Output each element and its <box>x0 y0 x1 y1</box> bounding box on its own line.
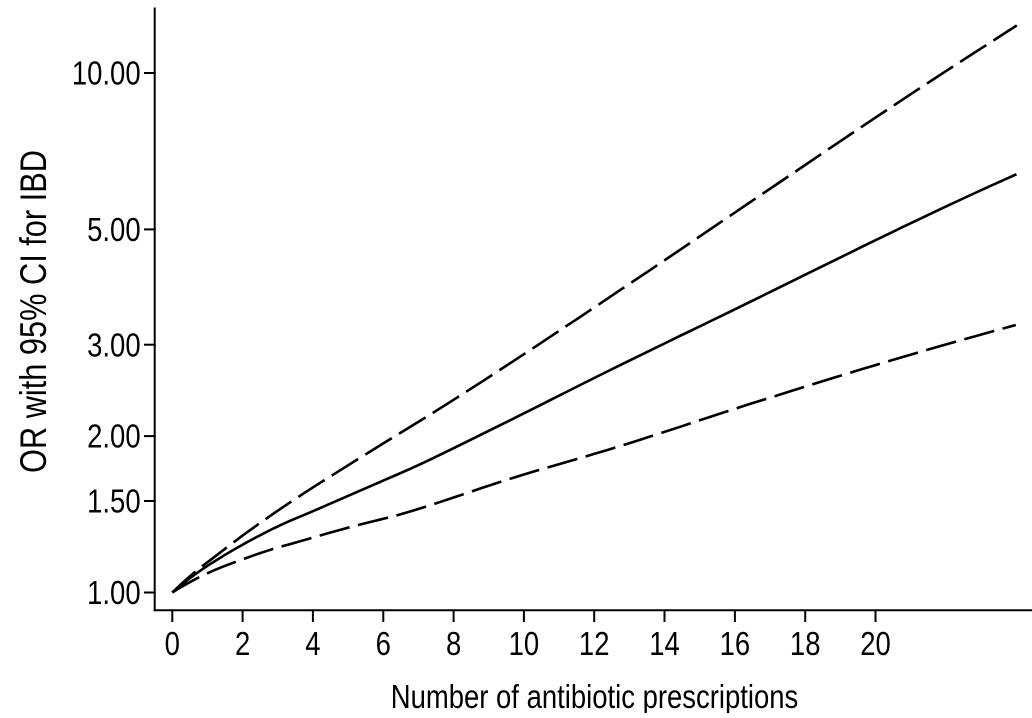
svg-text:4: 4 <box>305 625 320 662</box>
svg-text:14: 14 <box>649 625 680 662</box>
svg-text:1.50: 1.50 <box>87 483 140 520</box>
svg-text:Number of antibiotic prescript: Number of antibiotic prescriptions <box>391 678 799 713</box>
svg-text:0: 0 <box>165 625 180 662</box>
svg-text:10.00: 10.00 <box>72 55 141 92</box>
svg-text:6: 6 <box>376 625 391 662</box>
svg-text:3.00: 3.00 <box>87 327 140 364</box>
svg-text:10: 10 <box>509 625 540 662</box>
svg-text:12: 12 <box>579 625 610 662</box>
svg-text:2: 2 <box>235 625 250 662</box>
svg-text:20: 20 <box>860 625 891 662</box>
svg-text:2.00: 2.00 <box>87 418 140 455</box>
svg-text:1.00: 1.00 <box>87 575 140 612</box>
svg-text:16: 16 <box>720 625 751 662</box>
svg-text:18: 18 <box>790 625 821 662</box>
svg-text:OR with 95% CI for IBD: OR with 95% CI for IBD <box>13 150 55 473</box>
svg-text:8: 8 <box>446 625 461 662</box>
svg-text:5.00: 5.00 <box>87 211 140 248</box>
